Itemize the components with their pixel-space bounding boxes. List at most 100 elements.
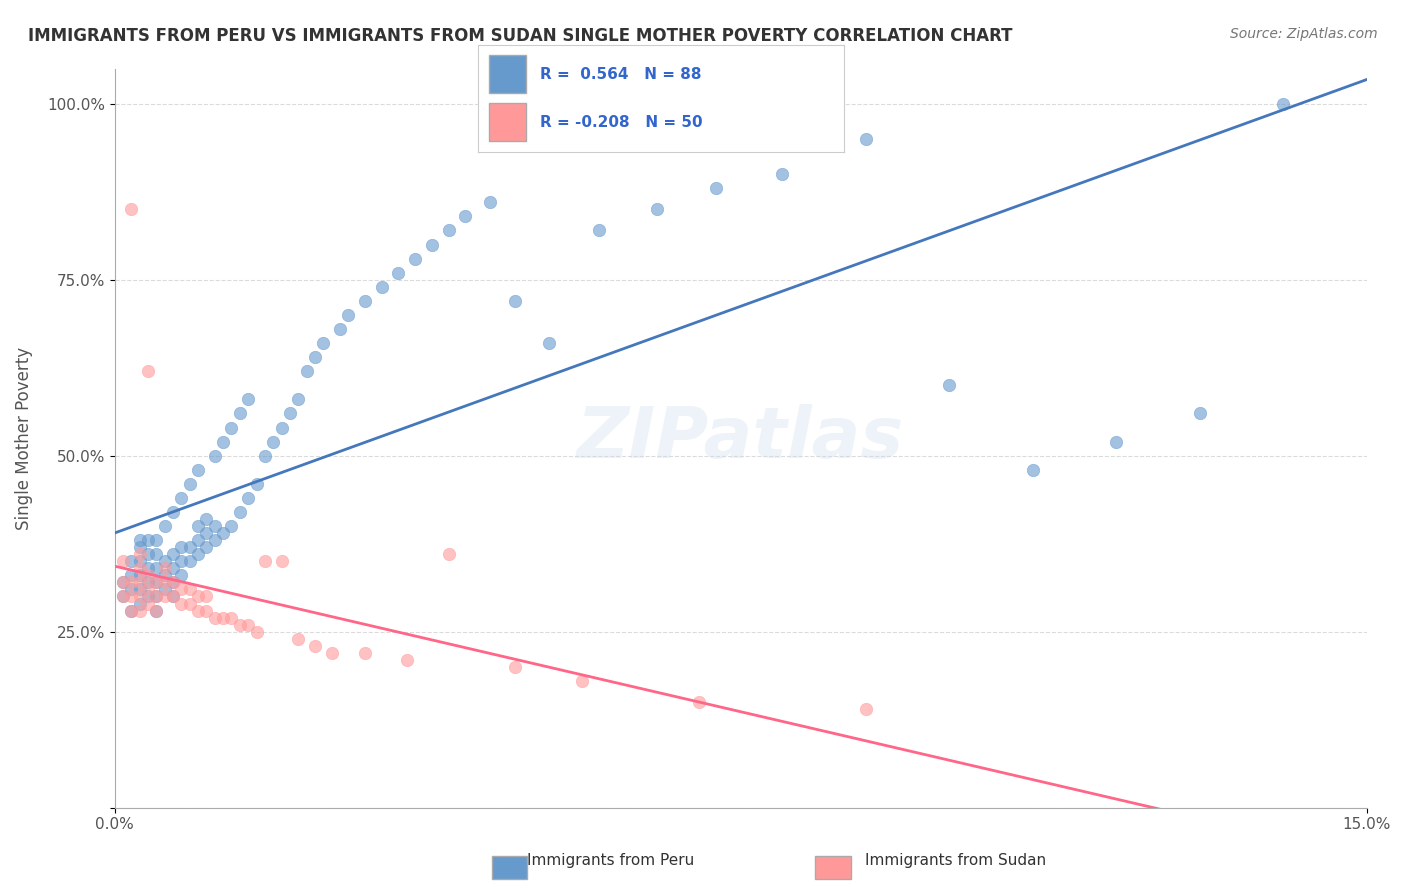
Point bbox=[179, 540, 201, 554]
Point bbox=[128, 533, 150, 548]
Point bbox=[170, 491, 193, 505]
Point bbox=[571, 673, 593, 688]
Point bbox=[212, 610, 235, 624]
Point bbox=[111, 575, 134, 590]
Point bbox=[855, 132, 877, 146]
Point bbox=[128, 540, 150, 554]
Point bbox=[287, 392, 309, 407]
Point bbox=[136, 575, 159, 590]
Point bbox=[195, 512, 218, 526]
Point bbox=[162, 547, 184, 561]
Point bbox=[162, 575, 184, 590]
Text: R =  0.564   N = 88: R = 0.564 N = 88 bbox=[540, 67, 702, 82]
Point bbox=[136, 568, 159, 582]
Point bbox=[120, 575, 142, 590]
Point bbox=[128, 547, 150, 561]
Point bbox=[772, 167, 794, 181]
Point bbox=[1188, 407, 1211, 421]
Point bbox=[179, 597, 201, 611]
Point bbox=[212, 526, 235, 541]
Text: Immigrants from Sudan: Immigrants from Sudan bbox=[865, 854, 1046, 868]
FancyBboxPatch shape bbox=[489, 103, 526, 141]
Point bbox=[170, 540, 193, 554]
Point bbox=[179, 582, 201, 597]
Point bbox=[145, 575, 167, 590]
Point bbox=[187, 547, 209, 561]
Point bbox=[395, 653, 418, 667]
Point bbox=[354, 293, 377, 308]
Y-axis label: Single Mother Poverty: Single Mother Poverty bbox=[15, 346, 32, 530]
Point bbox=[153, 582, 176, 597]
Point bbox=[1105, 434, 1128, 449]
Point bbox=[238, 491, 260, 505]
Point bbox=[120, 568, 142, 582]
Point bbox=[204, 533, 226, 548]
Point bbox=[162, 590, 184, 604]
Point bbox=[221, 610, 243, 624]
Point bbox=[145, 590, 167, 604]
Point bbox=[221, 519, 243, 533]
Point bbox=[229, 407, 252, 421]
Point bbox=[136, 533, 159, 548]
Text: Source: ZipAtlas.com: Source: ZipAtlas.com bbox=[1230, 27, 1378, 41]
Point bbox=[204, 449, 226, 463]
Point bbox=[304, 639, 326, 653]
Point bbox=[120, 603, 142, 617]
Point bbox=[238, 392, 260, 407]
Text: IMMIGRANTS FROM PERU VS IMMIGRANTS FROM SUDAN SINGLE MOTHER POVERTY CORRELATION : IMMIGRANTS FROM PERU VS IMMIGRANTS FROM … bbox=[28, 27, 1012, 45]
Point bbox=[179, 476, 201, 491]
Point bbox=[295, 364, 318, 378]
Point bbox=[354, 646, 377, 660]
Text: Immigrants from Peru: Immigrants from Peru bbox=[527, 854, 695, 868]
Point bbox=[128, 590, 150, 604]
Point bbox=[253, 554, 276, 568]
Point bbox=[153, 561, 176, 575]
Point bbox=[120, 582, 142, 597]
Point bbox=[238, 617, 260, 632]
Point bbox=[128, 597, 150, 611]
Point bbox=[312, 336, 335, 351]
Point bbox=[145, 547, 167, 561]
Point bbox=[153, 568, 176, 582]
Point bbox=[153, 519, 176, 533]
Point bbox=[479, 195, 502, 210]
Point bbox=[187, 590, 209, 604]
Point bbox=[229, 617, 252, 632]
Point bbox=[128, 575, 150, 590]
Point bbox=[128, 603, 150, 617]
Point bbox=[321, 646, 343, 660]
Point bbox=[111, 575, 134, 590]
Point bbox=[136, 547, 159, 561]
Point bbox=[262, 434, 284, 449]
Point bbox=[855, 702, 877, 716]
Point bbox=[170, 597, 193, 611]
Point bbox=[387, 266, 409, 280]
Point bbox=[128, 561, 150, 575]
Point bbox=[420, 237, 443, 252]
Point bbox=[437, 223, 460, 237]
Point bbox=[145, 603, 167, 617]
Point bbox=[136, 364, 159, 378]
Point bbox=[454, 210, 477, 224]
Point bbox=[437, 547, 460, 561]
Point bbox=[221, 420, 243, 434]
Point bbox=[136, 561, 159, 575]
Point bbox=[111, 554, 134, 568]
Point bbox=[704, 181, 727, 195]
Point bbox=[187, 463, 209, 477]
Point bbox=[136, 590, 159, 604]
FancyBboxPatch shape bbox=[489, 55, 526, 93]
Point bbox=[128, 554, 150, 568]
Point bbox=[195, 526, 218, 541]
Point bbox=[187, 533, 209, 548]
Point bbox=[337, 308, 360, 322]
Point bbox=[145, 590, 167, 604]
Point bbox=[938, 378, 960, 392]
Point bbox=[195, 603, 218, 617]
Point bbox=[179, 554, 201, 568]
Point bbox=[204, 519, 226, 533]
Point bbox=[204, 610, 226, 624]
Point bbox=[195, 540, 218, 554]
Point bbox=[128, 568, 150, 582]
Point bbox=[170, 554, 193, 568]
